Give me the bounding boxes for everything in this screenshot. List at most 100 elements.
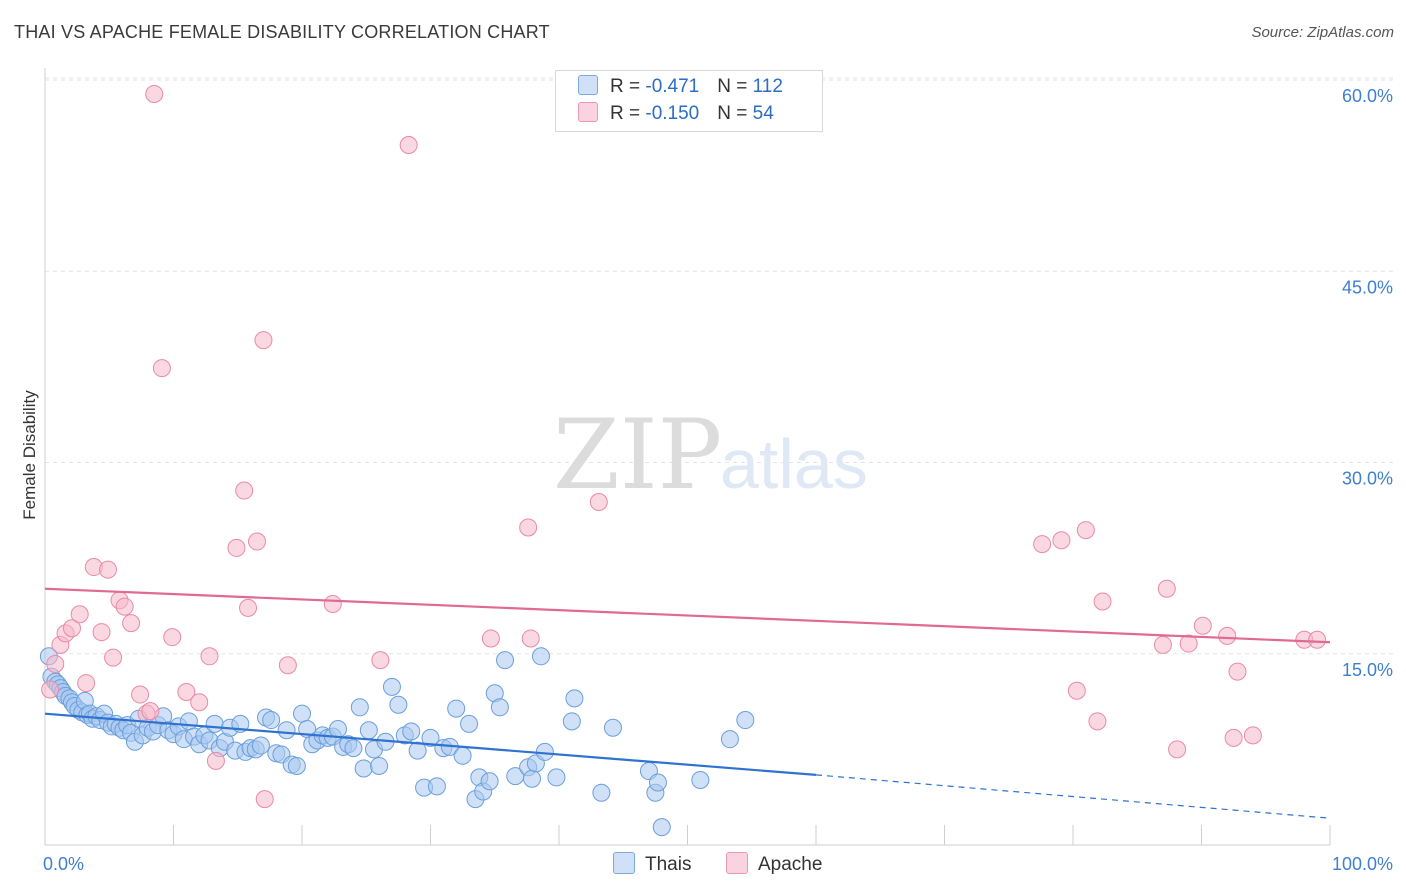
chart-title: THAI VS APACHE FEMALE DISABILITY CORRELA… (14, 22, 550, 42)
point-thais (179, 712, 198, 731)
point-apache (227, 538, 246, 557)
n-value-thais: 112 (752, 76, 783, 97)
point-apache (1218, 626, 1237, 645)
point-thais (490, 698, 509, 717)
point-apache (177, 683, 196, 701)
point-thais (354, 759, 373, 778)
point-thais (496, 651, 515, 670)
x-tick-label: 0.0% (43, 854, 84, 874)
point-thais (547, 768, 566, 787)
point-thais (736, 711, 755, 730)
point-apache (122, 614, 141, 633)
point-thais (562, 712, 581, 731)
point-thais (344, 739, 363, 758)
legend-item-apache[interactable]: Apache (726, 852, 822, 876)
point-thais (652, 818, 671, 837)
point-apache (1228, 662, 1247, 681)
point-thais (389, 695, 408, 714)
point-apache (141, 702, 160, 721)
point-apache (77, 674, 96, 693)
y-tick-label: 60.0% (1342, 86, 1393, 106)
point-apache (235, 481, 254, 500)
r-value-thais: -0.471 (645, 76, 700, 97)
point-apache (163, 628, 182, 647)
point-apache (1153, 635, 1172, 654)
legend-label-thais: Thais (645, 854, 692, 875)
point-thais (262, 711, 281, 730)
point-thais (603, 718, 622, 737)
r-value-apache: -0.150 (645, 103, 700, 124)
axis-layer (44, 68, 1331, 846)
point-apache (1093, 592, 1112, 611)
series-apache (41, 85, 1327, 809)
point-apache (62, 619, 81, 638)
point-apache (278, 656, 297, 675)
point-apache (41, 680, 60, 699)
point-apache (145, 85, 164, 104)
point-thais (359, 721, 378, 740)
grid-layer (45, 77, 1395, 655)
point-apache (1076, 521, 1095, 540)
point-apache (481, 629, 500, 648)
point-apache (92, 623, 111, 642)
point-thais (691, 770, 710, 789)
point-apache (248, 532, 267, 551)
point-thais (382, 677, 401, 696)
source-label: Source: ZipAtlas.com (1251, 24, 1394, 41)
point-apache (521, 629, 540, 648)
legend-swatch-thais (578, 75, 598, 95)
legend-swatch-thais (613, 852, 635, 874)
legend-row-apache: R = -0.150 N = 54 (578, 102, 774, 128)
point-apache (1179, 634, 1198, 653)
point-thais (287, 756, 306, 775)
point-thais (565, 689, 584, 708)
point-apache (323, 595, 342, 614)
point-apache (190, 693, 209, 712)
correlation-legend: R = -0.471 N = 112 R = -0.150 N = 54 (555, 70, 823, 132)
point-thais (277, 721, 296, 740)
point-apache (131, 685, 150, 704)
n-value-apache: 54 (752, 103, 774, 124)
watermark: ZIP atlas (553, 399, 868, 511)
trend-extension-thais (815, 774, 1331, 819)
point-apache (46, 654, 65, 673)
point-apache (1157, 579, 1176, 598)
point-thais (592, 783, 611, 802)
legend-swatch-apache (726, 852, 748, 874)
point-thais (402, 722, 421, 741)
point-apache (399, 136, 418, 155)
point-apache (152, 359, 171, 378)
point-thais (447, 699, 466, 718)
point-thais (421, 728, 440, 747)
point-thais (350, 698, 369, 717)
point-thais (408, 741, 427, 760)
point-thais (532, 647, 551, 666)
watermark-zip: ZIP (553, 399, 722, 511)
point-apache (239, 598, 258, 617)
point-apache (255, 790, 274, 809)
point-apache (589, 493, 608, 512)
point-thais (205, 714, 224, 733)
point-apache (519, 518, 538, 537)
x-tick-label: 100.0% (1332, 854, 1393, 874)
point-apache (1052, 531, 1071, 550)
point-thais (648, 773, 667, 792)
legend-item-thais[interactable]: Thais (613, 852, 691, 876)
point-apache (1033, 535, 1052, 554)
point-apache (254, 331, 273, 350)
point-thais (460, 714, 479, 733)
y-tick-label: 15.0% (1342, 660, 1393, 680)
point-thais (523, 769, 542, 788)
point-thais (328, 719, 347, 738)
point-apache (206, 751, 225, 770)
point-apache (1224, 728, 1243, 747)
y-tick-label: 30.0% (1342, 469, 1393, 489)
point-apache (371, 651, 390, 670)
point-apache (1193, 616, 1212, 635)
r-label: R = (610, 76, 646, 97)
legend-label-apache: Apache (758, 854, 823, 875)
tick-label-layer: 15.0% 30.0% 45.0% 60.0% 0.0% 100.0% (43, 86, 1393, 874)
point-apache (1243, 726, 1262, 745)
point-apache (104, 648, 123, 667)
